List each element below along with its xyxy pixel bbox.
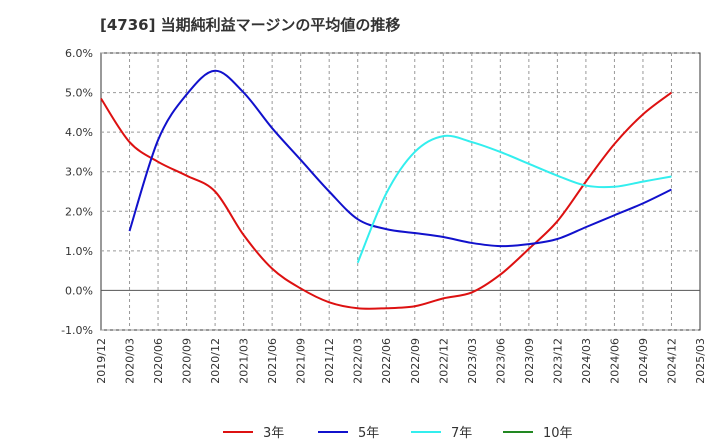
plot-area <box>100 52 701 331</box>
x-tick-label: 2023/09 <box>523 338 536 384</box>
x-tick-label: 2020/12 <box>209 338 222 384</box>
legend-item: 10年 <box>503 422 573 441</box>
x-tick-label: 2021/03 <box>238 338 251 384</box>
legend-label: 5年 <box>358 426 380 441</box>
series-line-2 <box>356 134 672 264</box>
x-tick-label: 2024/09 <box>637 338 650 384</box>
x-tick-label: 2023/12 <box>551 338 564 384</box>
legend-swatch <box>411 430 441 433</box>
x-tick-label: 2021/09 <box>295 338 308 384</box>
y-tick-label: 4.0% <box>65 126 93 139</box>
x-tick-label: 2024/03 <box>580 338 593 384</box>
x-tick-label: 2023/03 <box>466 338 479 384</box>
x-tick-label: 2022/12 <box>437 338 450 384</box>
x-tick-label: 2020/03 <box>124 338 137 384</box>
legend-swatch <box>223 430 253 433</box>
x-tick-label: 2024/06 <box>608 338 621 384</box>
x-tick-label: 2021/06 <box>266 338 279 384</box>
x-tick-label: 2023/06 <box>494 338 507 384</box>
y-tick-label: -1.0% <box>61 324 93 337</box>
legend-swatch <box>318 430 348 433</box>
series-line-1 <box>128 69 672 248</box>
legend-swatch <box>503 430 533 433</box>
series-line-0 <box>100 91 673 310</box>
y-tick-label: 6.0% <box>65 47 93 60</box>
x-tick-label: 2022/06 <box>380 338 393 384</box>
y-tick-label: 5.0% <box>65 87 93 100</box>
y-tick-label: 1.0% <box>65 245 93 258</box>
legend-item: 7年 <box>411 422 472 441</box>
chart-title: [4736] 当期純利益マージンの平均値の推移 <box>100 16 401 34</box>
x-tick-label: 2022/03 <box>352 338 365 384</box>
x-tick-label: 2020/09 <box>181 338 194 384</box>
y-tick-label: 3.0% <box>65 166 93 179</box>
legend-label: 3年 <box>263 426 285 441</box>
x-tick-label: 2019/12 <box>95 338 108 384</box>
legend-item: 3年 <box>223 422 284 441</box>
x-tick-label: 2025/03 <box>694 338 707 384</box>
x-tick-label: 2024/12 <box>665 338 678 384</box>
legend-label: 7年 <box>451 426 473 441</box>
x-tick-label: 2021/12 <box>323 338 336 384</box>
x-tick-label: 2020/06 <box>152 338 165 384</box>
legend-item: 5年 <box>318 422 379 441</box>
y-tick-label: 2.0% <box>65 205 93 218</box>
legend-label: 10年 <box>543 426 573 441</box>
y-tick-label: 0.0% <box>65 284 93 297</box>
x-tick-label: 2022/09 <box>409 338 422 384</box>
